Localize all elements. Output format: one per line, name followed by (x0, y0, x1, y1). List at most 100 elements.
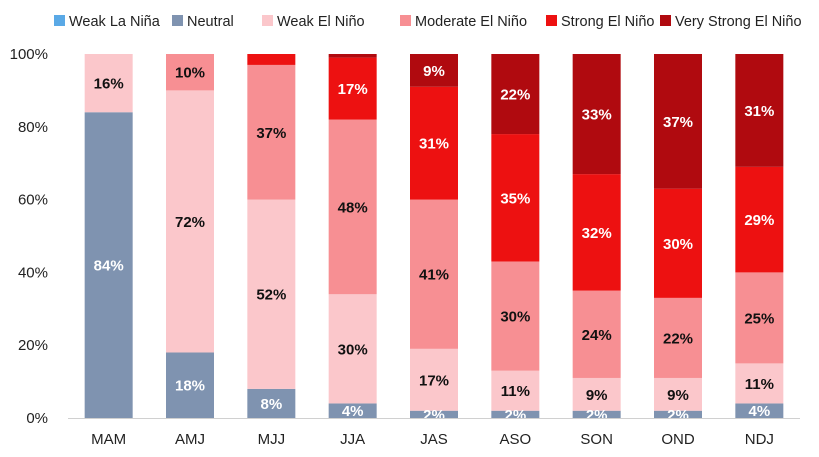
bar-jas-strong-el-nino (410, 86, 458, 200)
data-label-aso-strong-el-nino: 35% (500, 190, 530, 207)
legend-swatch-very-strong-el-nino (660, 15, 671, 26)
bar-son-neutral (572, 410, 621, 418)
legend: Weak La Niña Neutral Weak El Niño Moderate … (54, 14, 802, 30)
legend-label-neutral: Neutral (187, 14, 234, 30)
bar-ndj-weak-el-nino (735, 363, 784, 404)
legend-swatch-weak-la-nina (54, 15, 65, 26)
data-label-son-moderate-el-nino: 24% (582, 327, 612, 344)
bar-ndj-very-strong-el-nino (735, 54, 784, 167)
bar-ndj-moderate-el-nino (735, 272, 784, 364)
data-label-ndj-weak-el-nino: 11% (745, 376, 774, 393)
bar-amj-moderate-el-nino (166, 54, 214, 91)
bar-jja-moderate-el-nino (328, 119, 377, 295)
bar-jja-very-strong-el-nino (328, 54, 377, 58)
data-label-jas-very-strong-el-nino: 9% (423, 63, 445, 80)
data-label-ond-moderate-el-nino: 22% (663, 330, 693, 347)
bar-son-very-strong-el-nino (572, 54, 621, 175)
bar-jja-neutral (328, 403, 377, 418)
bar-aso-strong-el-nino (491, 134, 540, 262)
bar-ndj-strong-el-nino (735, 166, 784, 273)
bar-amj-neutral (166, 352, 214, 418)
data-label-aso-very-strong-el-nino: 22% (500, 87, 530, 104)
legend-label-very-strong-el-nino: Very Strong El Niño (675, 14, 802, 30)
legend-label-moderate-el-nino: Moderate El Niño (415, 14, 527, 30)
data-label-jas-strong-el-nino: 31% (419, 136, 449, 153)
y-axis: 0% 20% 40% 60% 80% 100% (10, 46, 48, 427)
bar-mam-weak-el-nino (84, 54, 133, 113)
bar-jja-strong-el-nino (328, 57, 377, 120)
legend-label-weak-el-nino: Weak El Niño (277, 14, 365, 30)
bar-mjj-strong-el-nino (247, 54, 296, 65)
x-tick-label-aso: ASO (499, 431, 531, 448)
legend-swatch-neutral (172, 15, 183, 26)
data-label-mjj-neutral: 8% (260, 396, 282, 413)
bar-jas-moderate-el-nino (410, 199, 458, 349)
data-label-jja-weak-el-nino: 30% (338, 341, 368, 358)
bars (84, 54, 784, 419)
bar-ndj-neutral (735, 403, 784, 418)
y-tick-label: 40% (18, 264, 48, 281)
data-label-son-very-strong-el-nino: 33% (582, 107, 612, 124)
data-label-ndj-neutral: 4% (748, 403, 770, 420)
y-tick-label: 100% (10, 46, 48, 63)
x-tick-label-mjj: MJJ (258, 431, 286, 448)
data-label-amj-weak-el-nino: 72% (175, 214, 205, 231)
bar-aso-neutral (491, 410, 540, 418)
data-label-son-weak-el-nino: 9% (586, 387, 608, 404)
y-tick-label: 60% (18, 192, 48, 209)
data-label-amj-neutral: 18% (175, 378, 205, 395)
data-label-aso-weak-el-nino: 11% (501, 383, 530, 400)
y-tick-label: 80% (18, 119, 48, 136)
legend-swatch-moderate-el-nino (400, 15, 411, 26)
bar-jas-very-strong-el-nino (410, 54, 458, 87)
legend-label-strong-el-nino: Strong El Niño (561, 14, 655, 30)
data-label-jas-moderate-el-nino: 41% (419, 267, 449, 284)
legend-swatch-strong-el-nino (546, 15, 557, 26)
bar-ond-neutral (654, 410, 702, 418)
bar-ond-weak-el-nino (654, 377, 702, 411)
data-label-ndj-moderate-el-nino: 25% (744, 310, 774, 327)
data-labels: 84% 16% 18% 72% 10% 8% 52% 37% 4% 30% 48% 17% 2% 17% 4… (94, 63, 775, 424)
data-label-mjj-weak-el-nino: 52% (256, 287, 286, 304)
data-label-son-neutral: 2% (586, 407, 608, 424)
bar-ond-very-strong-el-nino (654, 54, 702, 189)
x-tick-label-amj: AMJ (175, 431, 205, 448)
data-label-mam-weak-el-nino: 16% (94, 76, 124, 93)
y-tick-label: 20% (18, 337, 48, 354)
data-label-ndj-strong-el-nino: 29% (744, 212, 774, 229)
bar-aso-very-strong-el-nino (491, 54, 540, 135)
legend-swatch-weak-el-nino (262, 15, 273, 26)
bar-mjj-neutral (247, 388, 296, 418)
data-label-amj-moderate-el-nino: 10% (175, 65, 205, 82)
x-axis: MAM AMJ MJJ JJA JAS ASO SON OND NDJ (68, 418, 800, 448)
data-label-son-strong-el-nino: 32% (582, 225, 612, 242)
data-label-mjj-moderate-el-nino: 37% (256, 125, 286, 142)
x-tick-label-ndj: NDJ (745, 431, 774, 448)
x-tick-label-son: SON (580, 431, 613, 448)
legend-label-weak-la-nina: Weak La Niña (69, 14, 161, 30)
x-tick-label-jas: JAS (420, 431, 448, 448)
bar-mjj-moderate-el-nino (247, 64, 296, 200)
bar-mjj-weak-el-nino (247, 199, 296, 389)
bar-jas-weak-el-nino (410, 348, 458, 411)
data-label-jas-neutral: 2% (423, 407, 445, 424)
data-label-ndj-very-strong-el-nino: 31% (744, 103, 774, 120)
y-tick-label: 0% (26, 410, 48, 427)
bar-ond-strong-el-nino (654, 188, 702, 298)
data-label-aso-moderate-el-nino: 30% (500, 309, 530, 326)
bar-aso-moderate-el-nino (491, 261, 540, 371)
data-label-ond-neutral: 2% (667, 407, 689, 424)
bar-son-moderate-el-nino (572, 290, 621, 378)
data-label-mam-neutral: 84% (94, 258, 124, 275)
data-label-ond-weak-el-nino: 9% (667, 387, 689, 404)
data-label-ond-strong-el-nino: 30% (663, 236, 693, 253)
data-label-jas-weak-el-nino: 17% (419, 372, 449, 389)
x-tick-label-mam: MAM (91, 431, 126, 448)
data-label-ond-very-strong-el-nino: 37% (663, 114, 693, 131)
data-label-jja-neutral: 4% (342, 403, 364, 420)
bar-jas-neutral (410, 410, 458, 418)
x-tick-label-ond: OND (661, 431, 695, 448)
x-tick-label-jja: JJA (340, 431, 365, 448)
bar-aso-weak-el-nino (491, 370, 540, 411)
